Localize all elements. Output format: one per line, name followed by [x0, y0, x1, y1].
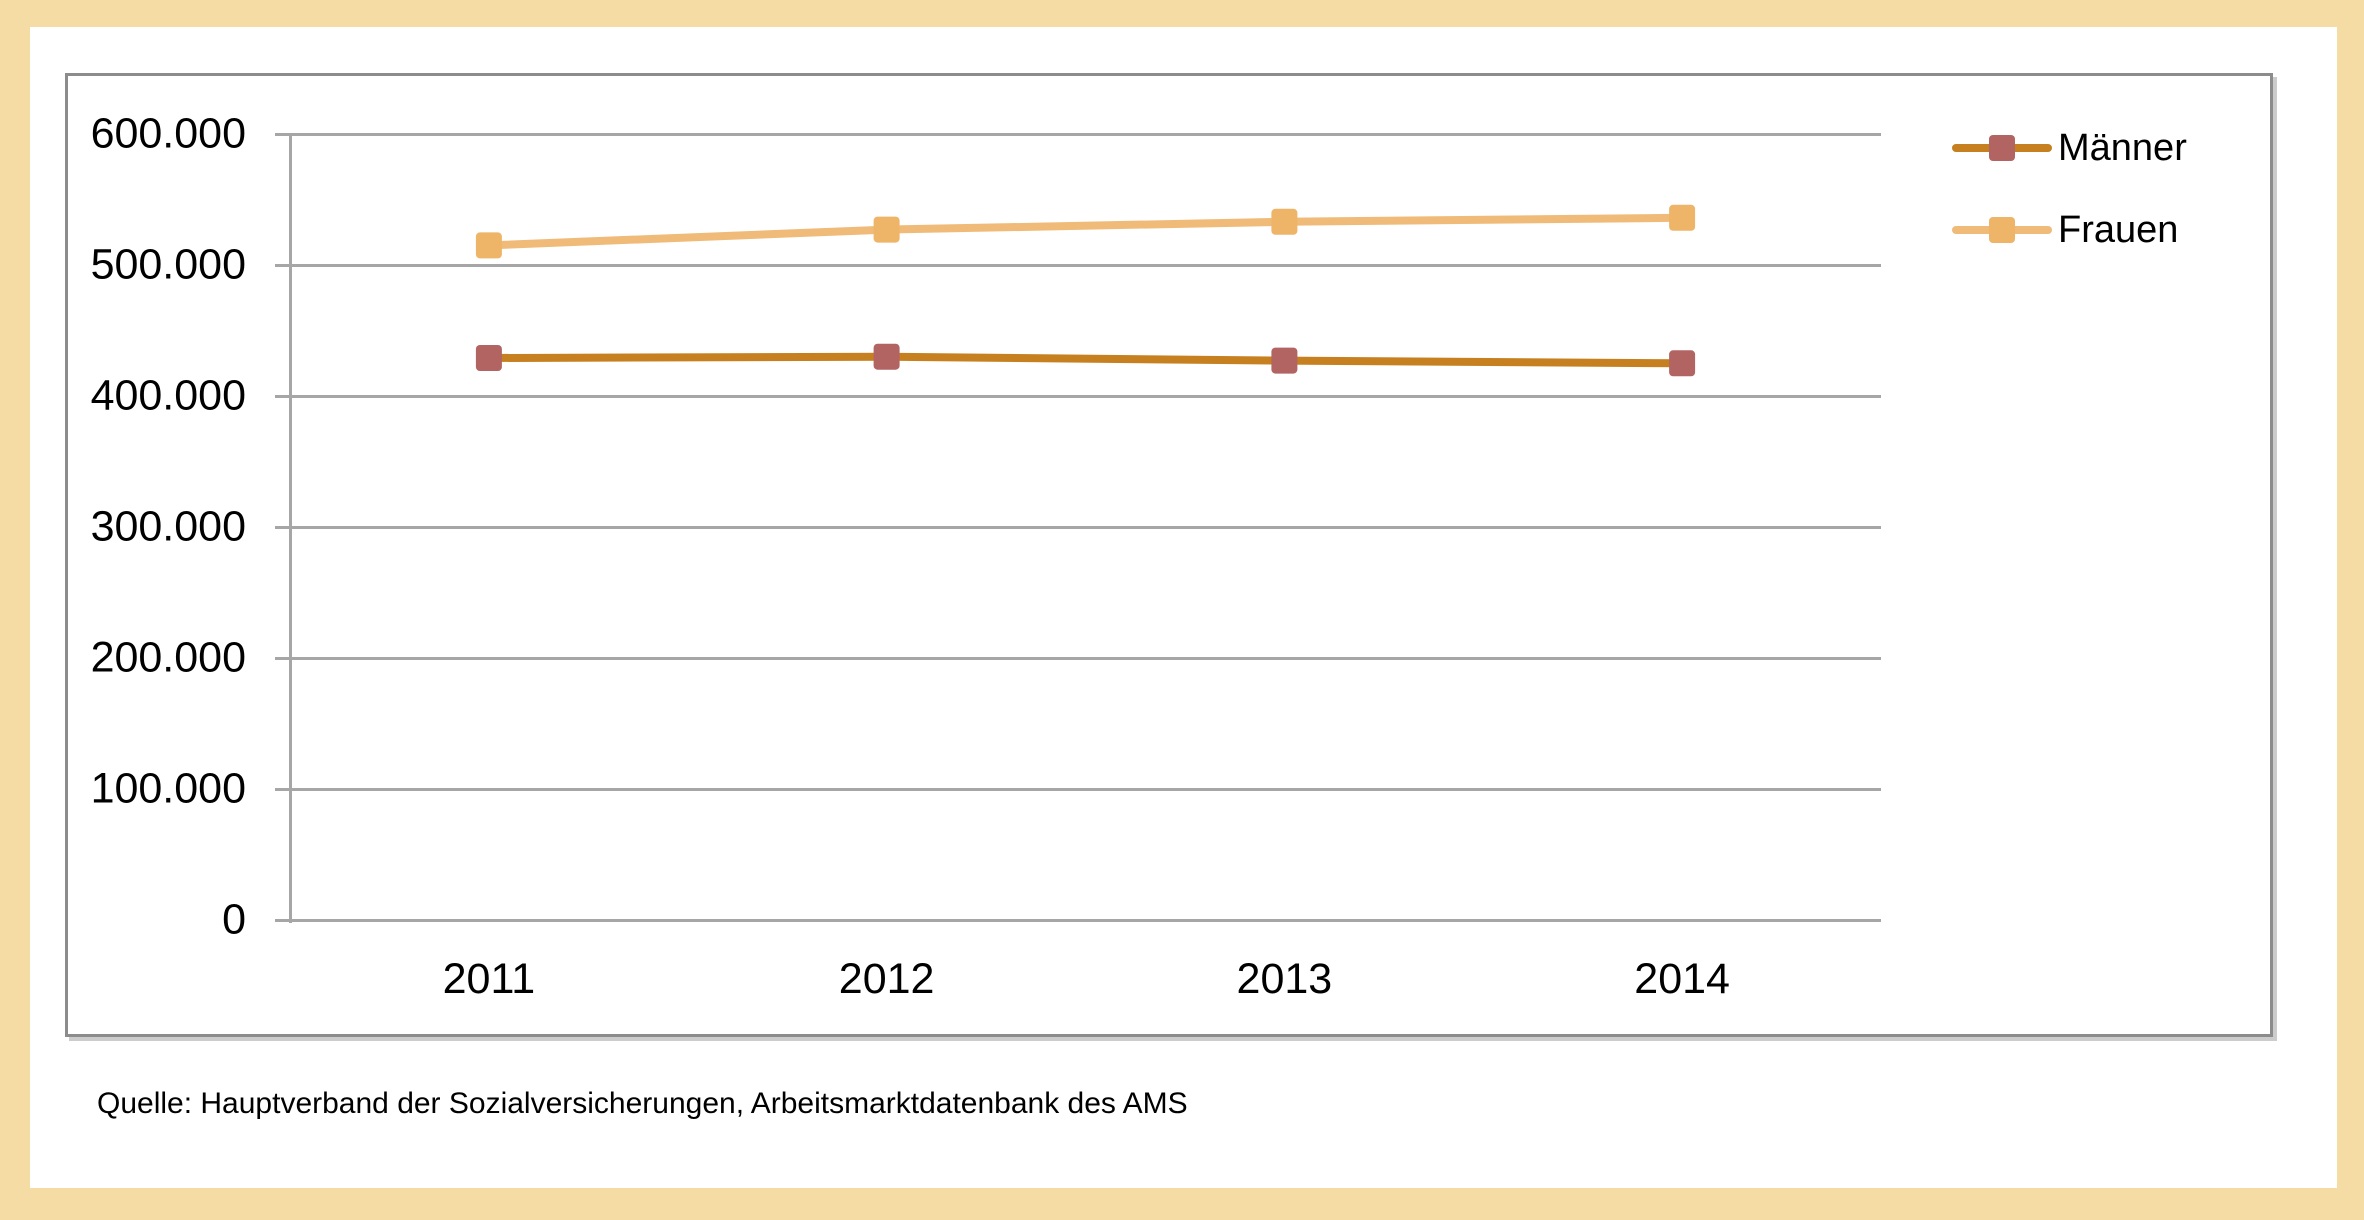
data-point-marker [873, 216, 900, 243]
y-tick-mark [275, 525, 290, 529]
x-tick-label: 2012 [838, 955, 935, 1003]
y-tick-mark [275, 394, 290, 398]
gridline [290, 394, 1881, 398]
legend-marker-icon [1989, 135, 2015, 161]
y-tick-label: 400.000 [90, 371, 246, 420]
x-tick-label: 2011 [442, 955, 536, 1003]
page-background: 600.000 500.000 400.000 300.000 200.000 100.0… [30, 27, 2337, 1188]
data-point-marker [475, 232, 502, 259]
data-point-marker [1271, 208, 1298, 235]
data-point-marker [873, 343, 900, 370]
gridline [290, 525, 1881, 529]
legend-line-sample [1952, 217, 2052, 243]
data-point-marker [1669, 204, 1696, 231]
y-axis-line [289, 134, 292, 923]
y-tick-mark [275, 656, 290, 660]
series-line-frauen [484, 213, 1687, 250]
gridline [290, 132, 1881, 136]
source-note: Quelle: Hauptverband der Sozialversicher… [97, 1087, 1188, 1120]
legend-item-männer: Männer [1952, 128, 2187, 168]
x-axis-line [290, 918, 1881, 922]
x-tick-label: 2014 [1634, 955, 1730, 1003]
legend-item-frauen: Frauen [1952, 210, 2187, 250]
series-lines [475, 204, 1696, 377]
legend-label: Männer [2058, 127, 2187, 169]
data-point-marker [1271, 347, 1298, 374]
plot-area: 600.000 500.000 400.000 300.000 200.000 100.0… [91, 112, 1881, 1001]
y-tick-mark [275, 787, 290, 791]
y-tick-label: 200.000 [90, 633, 246, 682]
gridline [290, 263, 1881, 267]
y-tick-label: 300.000 [90, 502, 246, 551]
chart-panel: 600.000 500.000 400.000 300.000 200.000 100.0… [65, 73, 2273, 1037]
y-tick-label: 0 [222, 895, 246, 944]
y-tick-label: 100.000 [90, 764, 246, 813]
legend-label: Frauen [2058, 209, 2179, 251]
x-tick-label: 2013 [1236, 955, 1333, 1003]
data-point-marker [475, 345, 502, 371]
y-tick-label: 500.000 [90, 240, 246, 289]
legend: Männer Frauen [1952, 128, 2187, 292]
y-tick-mark [275, 132, 290, 136]
gridline [290, 656, 1881, 660]
gridline [290, 787, 1881, 791]
series-line-männer [484, 352, 1687, 368]
legend-line-sample [1952, 135, 2052, 161]
legend-marker-icon [1989, 217, 2015, 243]
y-tick-mark [275, 263, 290, 267]
y-tick-mark [275, 918, 290, 922]
data-point-marker [1669, 350, 1696, 377]
y-tick-label: 600.000 [90, 109, 246, 158]
